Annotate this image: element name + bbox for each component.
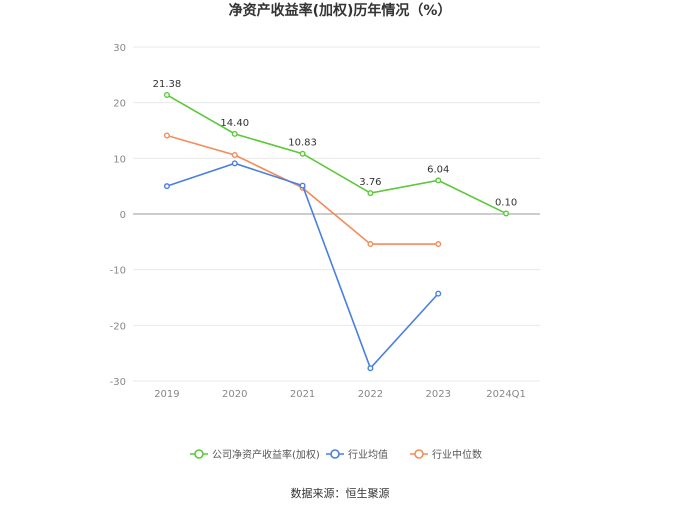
data-point[interactable] <box>299 182 306 189</box>
series-layer <box>163 91 510 372</box>
y-axis: 30 20 10 0 -10 -20 -30 <box>110 43 126 388</box>
data-point[interactable] <box>435 290 442 297</box>
data-point[interactable] <box>231 130 238 137</box>
data-point[interactable] <box>367 365 374 372</box>
legend-label: 公司净资产收益率(加权) <box>212 448 320 461</box>
x-tick-label: 2020 <box>222 389 247 400</box>
x-tick-label: 2022 <box>358 389 383 400</box>
legend-item-2[interactable]: 行业中位数 <box>410 448 482 461</box>
y-tick-label: -30 <box>110 377 126 388</box>
data-point[interactable] <box>367 241 374 248</box>
data-point[interactable] <box>503 210 510 217</box>
data-label: 3.76 <box>359 177 381 188</box>
series-line-0 <box>166 94 507 215</box>
y-tick-label: -20 <box>110 321 126 332</box>
x-tick-label: 2019 <box>154 389 179 400</box>
data-label: 21.38 <box>153 79 182 90</box>
y-tick-label: 20 <box>113 99 126 110</box>
x-tick-label: 2021 <box>290 389 315 400</box>
y-tick-label: 10 <box>113 154 126 165</box>
data-point[interactable] <box>299 150 306 157</box>
y-tick-label: -10 <box>110 266 126 277</box>
data-point[interactable] <box>435 241 442 248</box>
data-label: 6.04 <box>427 164 449 175</box>
legend[interactable]: 公司净资产收益率(加权) 行业均值 行业中位数 <box>190 448 482 461</box>
legend-label: 行业中位数 <box>432 448 482 461</box>
grid <box>133 46 540 382</box>
chart-title: 净资产收益率(加权)历年情况（%） <box>229 2 452 19</box>
legend-marker <box>414 449 424 459</box>
y-tick-label: 0 <box>120 210 126 221</box>
data-point[interactable] <box>231 151 238 158</box>
legend-marker <box>330 449 340 459</box>
data-label: 0.10 <box>495 197 517 208</box>
series-line-1 <box>166 162 439 370</box>
data-point[interactable] <box>231 160 238 167</box>
legend-label: 行业均值 <box>348 448 388 461</box>
legend-marker <box>194 449 204 459</box>
data-labels: 21.38 14.40 10.83 3.76 6.04 0.10 <box>153 79 518 208</box>
data-label: 14.40 <box>220 118 249 129</box>
legend-item-0[interactable]: 公司净资产收益率(加权) <box>190 448 320 461</box>
x-tick-label: 2023 <box>426 389 451 400</box>
x-tick-label: 2024Q1 <box>486 389 526 400</box>
data-point[interactable] <box>435 177 442 184</box>
data-point[interactable] <box>163 91 170 98</box>
source-note: 数据来源：恒生聚源 <box>291 486 390 500</box>
data-point[interactable] <box>367 190 374 197</box>
x-axis: 2019 2020 2021 2022 2023 2024Q1 <box>154 389 526 400</box>
legend-item-1[interactable]: 行业均值 <box>326 448 388 461</box>
data-label: 10.83 <box>288 138 317 149</box>
data-point[interactable] <box>163 183 170 190</box>
y-tick-label: 30 <box>113 43 126 54</box>
data-point[interactable] <box>163 132 170 139</box>
